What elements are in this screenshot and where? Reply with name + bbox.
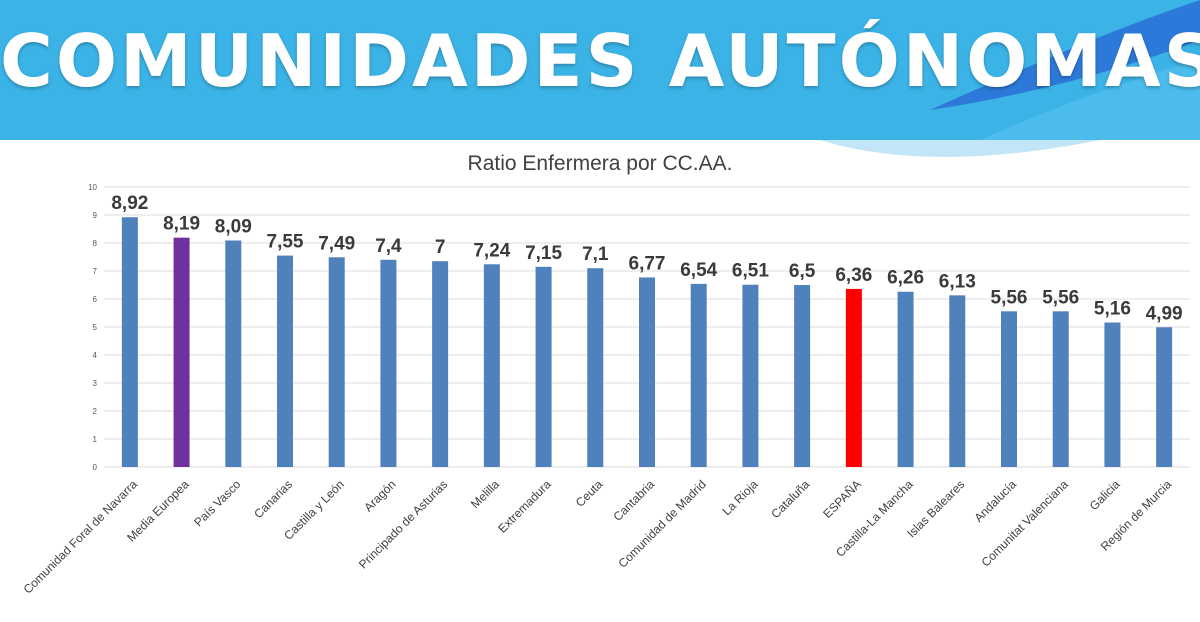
x-tick-label: Principado de Asturias: [356, 477, 450, 571]
data-label: 5,16: [1094, 299, 1131, 320]
bar: [277, 255, 293, 467]
data-label: 7,15: [525, 243, 562, 264]
bar: [483, 264, 500, 467]
data-label: 6,51: [732, 261, 769, 282]
y-tick-label: 8: [93, 239, 98, 248]
bar: [897, 291, 914, 467]
x-tick-label: Melilla: [468, 477, 502, 511]
bar: [173, 237, 190, 467]
bar: [845, 288, 862, 467]
y-tick-label: 10: [88, 183, 97, 192]
data-label: 5,56: [991, 287, 1028, 308]
x-tick-label: Andalucía: [971, 477, 1019, 525]
bar: [639, 277, 655, 467]
bar: [432, 261, 449, 467]
bar: [1156, 327, 1173, 467]
title-banner: COMUNIDADES AUTÓNOMAS: [0, 0, 1200, 140]
y-tick-label: 0: [93, 463, 98, 472]
y-tick-label: 2: [93, 407, 98, 416]
bar: [1052, 311, 1069, 467]
bar: [794, 285, 811, 467]
data-label: 4,99: [1146, 303, 1183, 324]
y-tick-label: 4: [93, 351, 98, 360]
y-tick-label: 7: [93, 267, 98, 276]
data-label: 8,19: [163, 214, 200, 235]
data-label: 6,13: [939, 271, 976, 292]
y-tick-label: 5: [93, 323, 98, 332]
data-label: 6,54: [680, 260, 717, 281]
bar: [690, 283, 707, 467]
bar: [1104, 322, 1121, 467]
x-tick-label: Ceuta: [573, 477, 606, 510]
bar: [587, 268, 604, 467]
x-tick-label: ESPAÑA: [820, 477, 864, 521]
x-tick-label: Extremadura: [495, 477, 554, 536]
x-tick-label: País Vasco: [191, 477, 243, 529]
data-label: 7,4: [375, 236, 402, 257]
data-label: 6,5: [789, 261, 816, 282]
x-tick-label: Cataluña: [768, 477, 812, 521]
x-tick-label: La Rioja: [720, 477, 761, 518]
x-tick-label: Canarias: [251, 477, 295, 521]
bar: [535, 266, 552, 467]
data-label: 7: [435, 237, 446, 258]
y-tick-label: 1: [93, 435, 98, 444]
chart-corner-swoosh: [820, 140, 1100, 157]
x-tick-label: Galicia: [1087, 477, 1123, 513]
data-label: 7,55: [267, 232, 304, 253]
data-label: 7,24: [473, 240, 510, 261]
bar: [1001, 311, 1017, 467]
banner-swoosh-decoration: [930, 0, 1200, 140]
banner-title: COMUNIDADES AUTÓNOMAS: [0, 19, 1200, 103]
data-label: 6,36: [835, 265, 872, 286]
data-labels: 8,92 8,19 8,09 7,55 7,49 7,4 7 7,24 7,15 7,1 6,77 6…: [111, 193, 1182, 324]
bar: [328, 257, 345, 467]
data-label: 8,09: [215, 216, 252, 237]
y-tick-label: 6: [93, 295, 98, 304]
bar: [742, 284, 759, 467]
x-tick-label: Comunidad de Madrid: [615, 477, 708, 570]
data-label: 7,1: [582, 244, 609, 265]
x-tick-label: Aragón: [361, 477, 398, 514]
data-label: 5,56: [1042, 287, 1079, 308]
bar: [949, 295, 966, 467]
bars: [121, 217, 1173, 467]
bar: [121, 217, 138, 467]
y-tick-label: 3: [93, 379, 98, 388]
y-axis-ticks: 0 1 2 3 4 5 6 7 8 9 10: [88, 183, 97, 472]
x-tick-label: Comunidad Foral de Navarra: [21, 477, 141, 597]
x-tick-label: Cantabria: [610, 477, 657, 524]
y-tick-label: 9: [93, 211, 98, 220]
bar: [380, 259, 397, 467]
chart-title: Ratio Enfermera por CC.AA.: [468, 152, 733, 175]
data-label: 6,26: [887, 268, 924, 289]
data-label: 7,49: [318, 233, 355, 254]
x-tick-label: Comunitat Valenciana: [979, 477, 1072, 570]
data-label: 6,77: [629, 253, 666, 274]
bar: [225, 240, 242, 467]
data-label: 8,92: [111, 193, 148, 214]
